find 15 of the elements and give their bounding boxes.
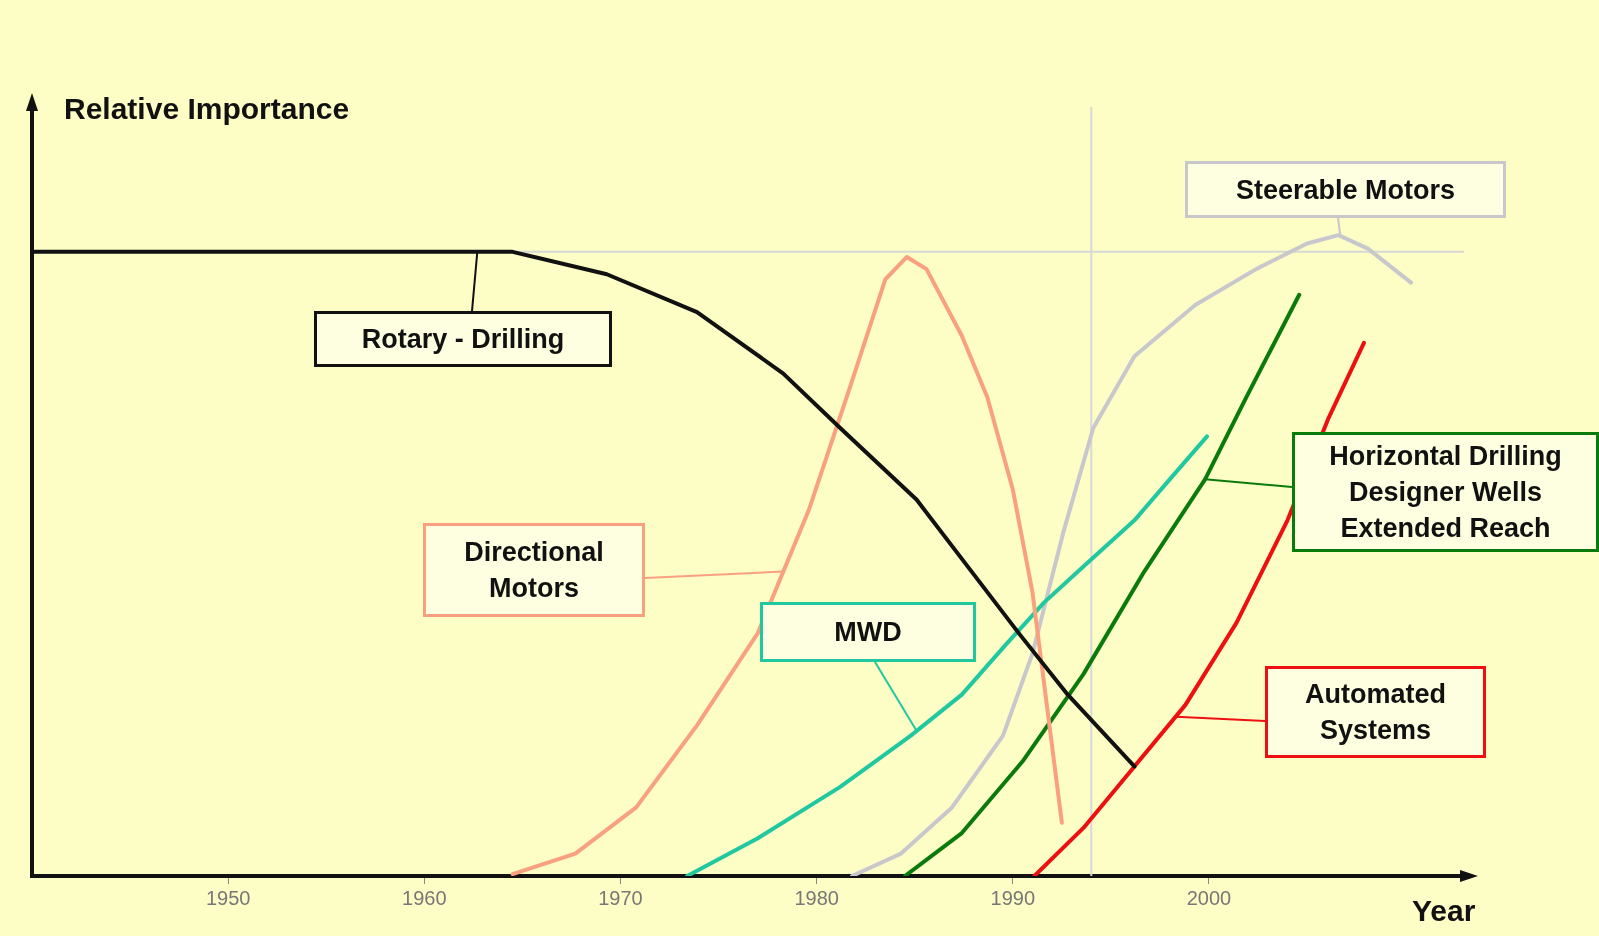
text: Directional Motors: [423, 523, 645, 617]
callout: Horizontal Drilling Designer Wells Extended Reach: [1203, 430, 1599, 554]
x-tick-label: 2000: [1186, 886, 1232, 909]
x-axis-title: Year: [1412, 894, 1476, 928]
y-axis-title: Relative Importance: [64, 92, 350, 126]
x-tick-label: 1970: [598, 886, 643, 909]
callout: Rotary - Drilling: [312, 249, 614, 369]
x-tick-label: 1990: [990, 886, 1036, 909]
legend-label: Horizontal Drilling Designer Wells Extended Reach: [1291, 432, 1599, 552]
x-tick-label: 1980: [794, 886, 839, 909]
callout: MWD: [758, 600, 978, 733]
legend-label: Automated Systems: [1264, 666, 1486, 758]
series-label: Steerable Motors: [1185, 161, 1506, 218]
x-tick-label: 1950: [205, 886, 251, 909]
x-tick-label: 1960: [402, 886, 447, 909]
